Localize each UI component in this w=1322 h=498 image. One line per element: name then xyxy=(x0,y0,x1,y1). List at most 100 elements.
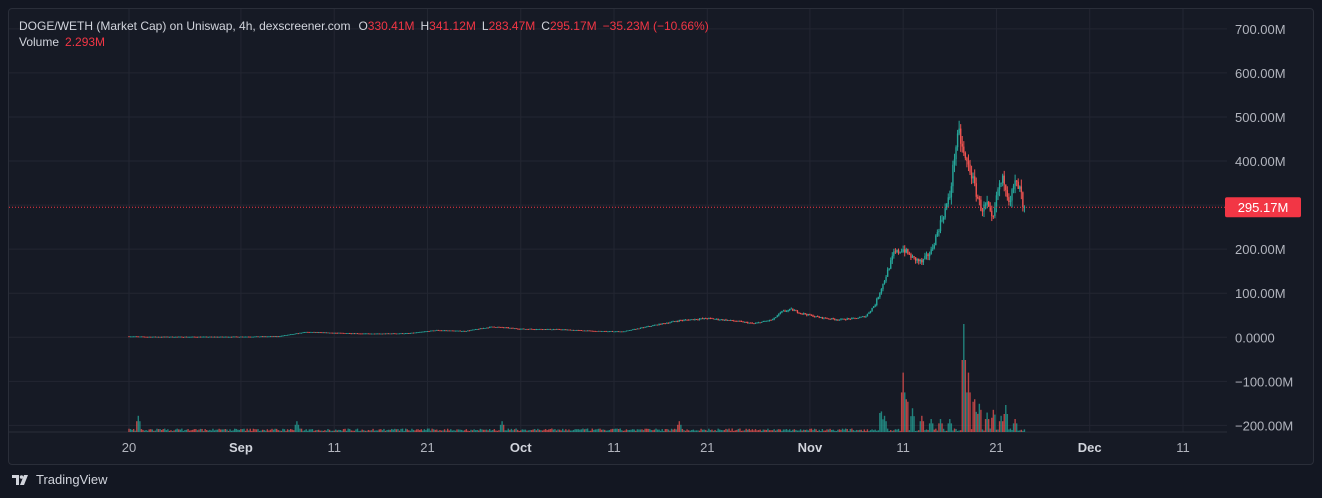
candle-body xyxy=(361,333,363,335)
candle-body xyxy=(661,323,663,325)
candle-body xyxy=(865,316,867,318)
volume-bar xyxy=(349,428,351,432)
tradingview-brand[interactable]: TradingView xyxy=(12,472,108,487)
candle-body xyxy=(460,331,463,332)
time-axis[interactable]: 20 Sep 11 21 Oct 11 21 Nov 11 21 Dec 11 xyxy=(122,440,1190,455)
candle-body xyxy=(504,327,506,329)
candle-body xyxy=(146,336,149,338)
volume-bar xyxy=(246,428,248,432)
candle-body xyxy=(841,318,844,320)
chart-legend: DOGE/WETH (Market Cap) on Uniswap, 4h, d… xyxy=(19,18,715,50)
volume-bar xyxy=(961,360,963,432)
candle-body xyxy=(947,197,949,205)
volume-bar xyxy=(838,429,841,432)
volume-bar xyxy=(493,429,496,432)
candle-body xyxy=(164,336,166,338)
candle-body xyxy=(673,321,676,323)
price-axis[interactable]: 700.00M600.00M500.00M400.00M300.00M200.0… xyxy=(1235,22,1293,434)
volume-bar xyxy=(173,430,175,432)
volume-bar xyxy=(322,430,325,432)
volume-bar xyxy=(275,428,278,432)
candle-body xyxy=(622,331,625,333)
volume-bar xyxy=(251,430,253,432)
volume-bar xyxy=(593,429,595,432)
volume-bar xyxy=(882,419,884,432)
volume-bar xyxy=(866,429,869,432)
volume-bar xyxy=(669,430,671,432)
candle-body xyxy=(240,336,242,338)
candle-body xyxy=(642,327,645,329)
volume-bar xyxy=(1022,430,1024,432)
volume-bar xyxy=(316,429,318,432)
volume-bar xyxy=(467,430,469,432)
time-axis-label: 11 xyxy=(607,440,621,455)
candle-body xyxy=(714,319,716,320)
volume-bar xyxy=(562,428,564,432)
candle-body xyxy=(633,329,635,330)
candle-body xyxy=(213,336,216,338)
volume-bar xyxy=(171,430,174,432)
volume-bar xyxy=(534,428,536,432)
candle-body xyxy=(621,331,623,333)
candle-body xyxy=(450,330,452,332)
candle-body xyxy=(891,255,893,261)
volume-bar xyxy=(499,424,502,432)
volume-bar xyxy=(736,429,738,432)
volume-bar xyxy=(764,429,766,432)
time-axis-label: Dec xyxy=(1078,440,1102,455)
symbol-title[interactable]: DOGE/WETH (Market Cap) on Uniswap, 4h, d… xyxy=(19,19,351,33)
candle-body xyxy=(215,336,217,338)
candle-body xyxy=(425,331,427,333)
candle-body xyxy=(574,330,576,331)
volume-bar xyxy=(705,429,707,432)
volume-bar xyxy=(778,429,780,432)
volume-bar xyxy=(238,429,241,432)
candle-body xyxy=(252,336,255,338)
volume-bar xyxy=(129,429,132,432)
candle-body xyxy=(218,336,220,338)
candle-body xyxy=(282,335,284,337)
price-chart[interactable]: 700.00M600.00M500.00M400.00M300.00M200.0… xyxy=(9,9,1313,464)
candle-body xyxy=(370,333,373,335)
volume-bar xyxy=(224,428,227,432)
candle-body xyxy=(372,333,374,335)
volume-bar xyxy=(265,430,267,432)
volume-label[interactable]: Volume xyxy=(19,35,60,49)
candle-body xyxy=(499,327,502,328)
volume-bar xyxy=(966,392,968,432)
candle-body xyxy=(939,220,942,232)
volume-bar xyxy=(992,409,995,432)
candle-body xyxy=(274,336,276,338)
candle-body xyxy=(1017,181,1019,189)
candle-body xyxy=(571,329,573,331)
volume-bar xyxy=(933,429,935,432)
volume-bar xyxy=(535,430,537,432)
volume-bar xyxy=(571,430,573,432)
volume-bar xyxy=(459,429,461,432)
candle-body xyxy=(442,330,444,332)
candle-body xyxy=(468,330,471,332)
candle-body xyxy=(775,317,777,318)
candle-body xyxy=(986,201,988,205)
volume-bar xyxy=(223,429,225,432)
candle-body xyxy=(725,319,727,321)
chart-frame[interactable]: 700.00M600.00M500.00M400.00M300.00M200.0… xyxy=(8,8,1314,465)
candle-body xyxy=(981,210,984,212)
volume-bar xyxy=(935,428,937,432)
volume-bar xyxy=(720,430,722,432)
candle-body xyxy=(358,333,360,335)
candle-body xyxy=(436,330,438,331)
volume-bar xyxy=(664,429,667,432)
candle-body xyxy=(195,336,197,338)
volume-bar xyxy=(406,429,408,432)
volume-bar xyxy=(369,430,371,432)
candle-body xyxy=(768,319,771,321)
candle-body xyxy=(540,328,542,330)
volume-bar xyxy=(195,429,197,432)
candle-body xyxy=(647,326,649,327)
candle-body xyxy=(456,330,458,332)
volume-bar xyxy=(136,421,138,432)
candle-body xyxy=(762,321,764,323)
candle-body xyxy=(722,319,724,321)
volume-bar xyxy=(964,360,967,432)
